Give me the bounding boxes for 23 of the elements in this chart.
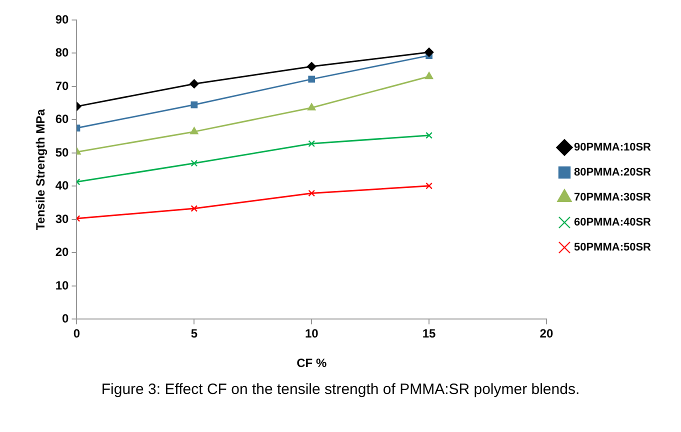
legend-label: 70PMMA:30SR [574, 192, 652, 204]
legend-label: 90PMMA:10SR [574, 142, 652, 154]
y-tick-label: 90 [55, 12, 70, 26]
y-tick-label: 30 [55, 212, 70, 226]
legend-label: 50PMMA:50SR [574, 242, 652, 254]
y-tick-label: 20 [55, 245, 70, 260]
y-tick-label: 0 [62, 312, 70, 326]
y-tick-label: 70 [55, 78, 70, 93]
x-tick-label: 20 [540, 326, 554, 341]
legend-label: 80PMMA:20SR [574, 166, 652, 179]
caption: Figure 3: Effect CF on the tensile strength of PMMA:SR polymer blends. [100, 381, 581, 398]
y-tick-label: 40 [55, 178, 70, 193]
x-tick-label: 10 [304, 326, 319, 341]
y-tick-label: 10 [55, 278, 70, 292]
y-tick-label: 80 [55, 46, 70, 60]
legend-label: 60PMMA:40SR [574, 216, 652, 229]
x-tick-label: 5 [190, 326, 198, 341]
y-tick-label: 50 [55, 145, 70, 160]
y-axis-title: Tensile Strength MPa [34, 108, 48, 230]
x-tick-label: 0 [73, 326, 80, 341]
x-axis-title: CF % [296, 356, 327, 370]
y-tick-label: 60 [55, 112, 70, 126]
x-tick-label: 15 [422, 326, 436, 341]
